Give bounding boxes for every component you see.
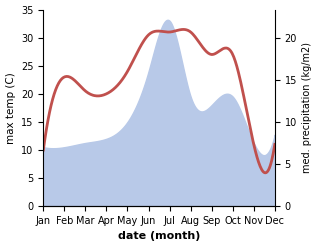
X-axis label: date (month): date (month) — [118, 231, 200, 242]
Y-axis label: med. precipitation (kg/m2): med. precipitation (kg/m2) — [302, 42, 313, 173]
Y-axis label: max temp (C): max temp (C) — [5, 72, 16, 144]
